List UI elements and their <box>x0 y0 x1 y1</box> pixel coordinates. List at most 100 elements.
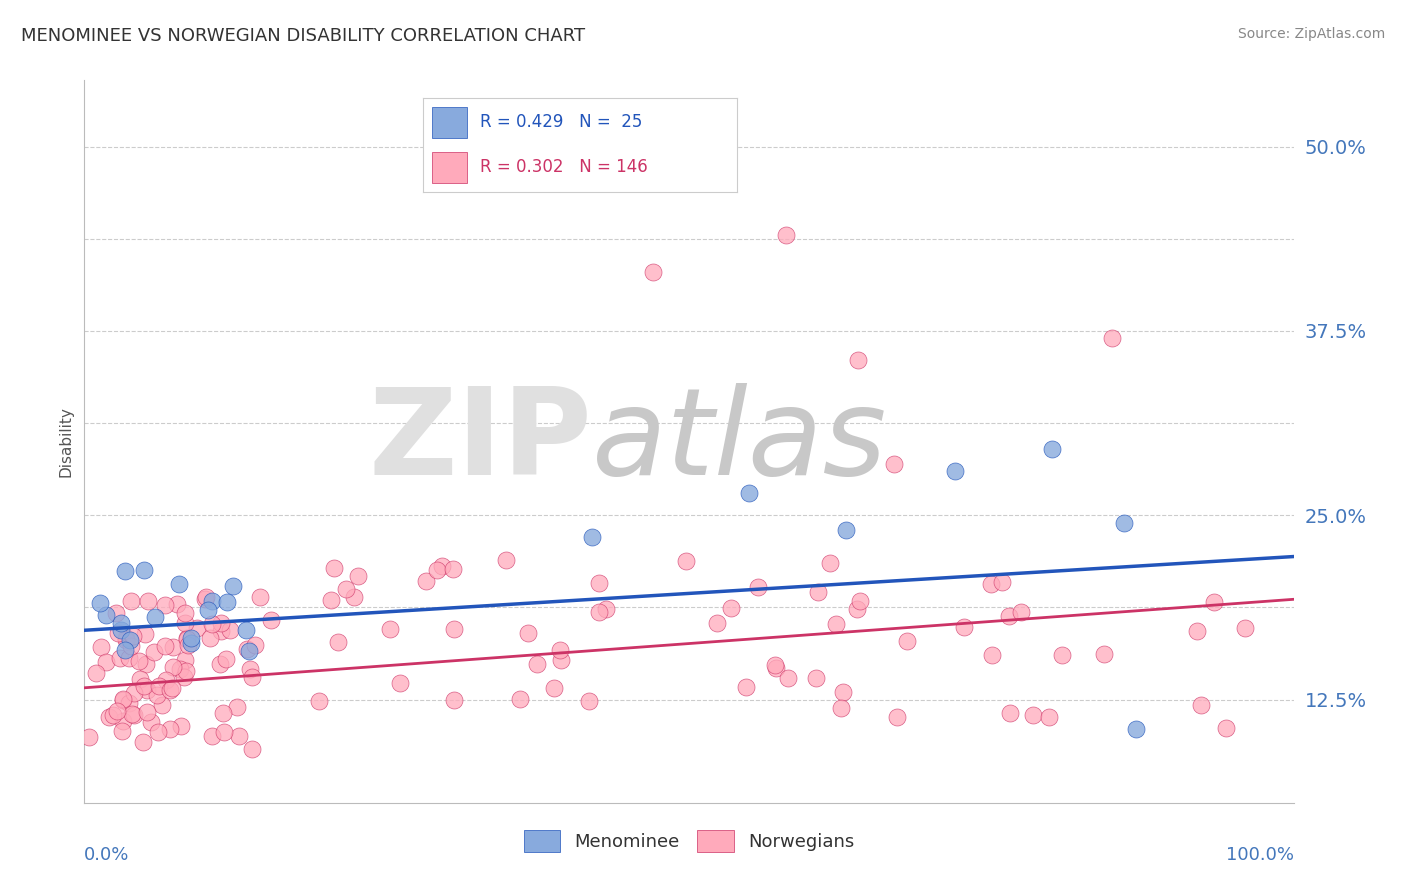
Point <box>896 633 918 648</box>
Point <box>588 606 610 620</box>
Point <box>443 693 465 707</box>
Point <box>778 671 800 685</box>
Point <box>89 596 111 610</box>
Point <box>1114 516 1136 530</box>
Point <box>114 632 136 647</box>
Point <box>211 624 233 638</box>
Point <box>201 616 224 631</box>
Point <box>148 679 170 693</box>
Point <box>495 553 517 567</box>
Point <box>104 607 127 621</box>
Text: atlas: atlas <box>592 383 887 500</box>
Y-axis label: Disability: Disability <box>58 406 73 477</box>
Text: MENOMINEE VS NORWEGIAN DISABILITY CORRELATION CHART: MENOMINEE VS NORWEGIAN DISABILITY CORREL… <box>21 27 585 45</box>
Point <box>117 696 139 710</box>
Point <box>155 673 177 687</box>
Point <box>240 741 263 756</box>
Point <box>111 724 134 739</box>
Point <box>142 645 165 659</box>
Point <box>1000 706 1022 720</box>
Point <box>981 648 1004 662</box>
Point <box>846 353 869 368</box>
Legend: Menominee, Norwegians: Menominee, Norwegians <box>516 822 862 859</box>
Point <box>388 676 411 690</box>
Point <box>832 684 855 698</box>
Point <box>197 603 219 617</box>
Point <box>943 464 966 478</box>
Point <box>155 598 177 612</box>
Point <box>825 617 848 632</box>
Point <box>219 623 242 637</box>
Point <box>846 601 869 615</box>
Point <box>128 672 150 686</box>
Point <box>249 591 271 605</box>
Point <box>526 657 548 672</box>
Point <box>186 621 208 635</box>
Point <box>1189 698 1212 712</box>
Point <box>588 575 610 590</box>
Point <box>141 714 163 729</box>
Point <box>426 563 449 577</box>
Point <box>86 666 108 681</box>
Point <box>122 708 145 723</box>
Point <box>111 692 134 706</box>
Point <box>128 653 150 667</box>
Text: 100.0%: 100.0% <box>1226 847 1294 864</box>
Point <box>118 633 141 648</box>
Point <box>378 622 401 636</box>
Point <box>1202 595 1225 609</box>
Point <box>162 681 184 695</box>
Point <box>195 590 218 604</box>
Point <box>775 228 797 243</box>
Point <box>150 698 173 713</box>
Point <box>595 601 617 615</box>
Point <box>335 582 357 597</box>
Point <box>1092 647 1115 661</box>
Point <box>226 699 249 714</box>
Point <box>110 615 132 630</box>
Point <box>111 714 134 729</box>
Point <box>735 680 758 694</box>
Point <box>118 651 141 665</box>
Text: Source: ZipAtlas.com: Source: ZipAtlas.com <box>1237 27 1385 41</box>
Point <box>107 625 129 640</box>
Point <box>581 530 603 544</box>
Point <box>228 729 250 743</box>
Point <box>174 653 197 667</box>
Point <box>112 691 135 706</box>
Point <box>747 580 769 594</box>
Point <box>136 705 159 719</box>
Point <box>166 597 188 611</box>
Point <box>173 669 195 683</box>
Text: 0.0%: 0.0% <box>84 847 129 864</box>
Point <box>94 607 117 622</box>
Point <box>176 632 198 646</box>
Point <box>319 593 342 607</box>
Point <box>136 683 159 698</box>
Point <box>1040 442 1063 456</box>
Point <box>77 730 100 744</box>
Point <box>578 694 600 708</box>
Point <box>108 650 131 665</box>
Point <box>432 559 454 574</box>
Point <box>162 660 184 674</box>
Point <box>208 657 231 672</box>
Point <box>830 701 852 715</box>
Point <box>121 628 143 642</box>
Point <box>308 694 330 708</box>
Point <box>176 638 198 652</box>
Point <box>848 593 870 607</box>
Point <box>114 642 136 657</box>
Point <box>509 692 531 706</box>
Point <box>198 631 221 645</box>
Point <box>215 652 238 666</box>
Point <box>1050 648 1073 662</box>
Point <box>346 569 368 583</box>
Point <box>243 638 266 652</box>
Point <box>998 609 1021 624</box>
Point <box>239 662 262 676</box>
Point <box>214 724 236 739</box>
Point <box>235 641 257 656</box>
Text: ZIP: ZIP <box>368 383 592 500</box>
Point <box>806 671 828 685</box>
